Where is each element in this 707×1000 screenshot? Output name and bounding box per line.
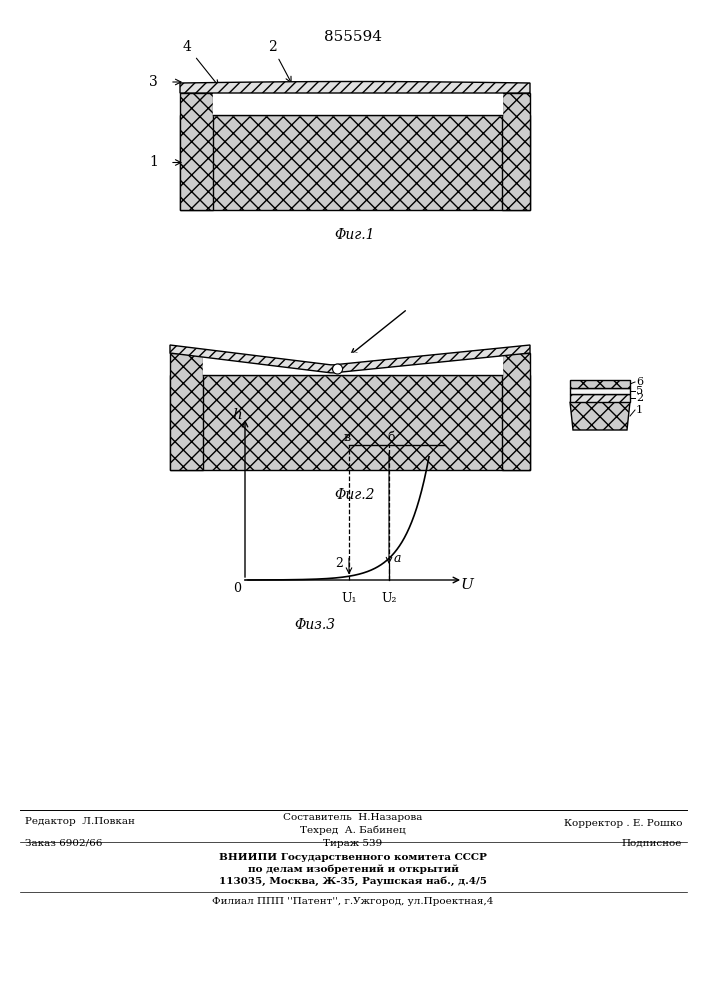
Text: Заказ 6902/66: Заказ 6902/66 bbox=[25, 838, 103, 848]
Circle shape bbox=[332, 364, 343, 374]
Text: a: a bbox=[394, 552, 402, 565]
Text: в: в bbox=[344, 431, 351, 444]
Text: 1: 1 bbox=[636, 405, 643, 415]
Text: Подписное: Подписное bbox=[621, 838, 682, 848]
Text: Φиг.1: Φиг.1 bbox=[334, 228, 375, 242]
Polygon shape bbox=[170, 375, 530, 470]
Text: 2: 2 bbox=[335, 557, 343, 570]
Text: U: U bbox=[460, 578, 474, 592]
Polygon shape bbox=[170, 345, 530, 373]
Text: 0: 0 bbox=[233, 582, 241, 594]
Text: Корректор . Е. Рошко: Корректор . Е. Рошко bbox=[563, 820, 682, 828]
Text: Филиал ППП ''Патент'', г.Ужгород, ул.Проектная,4: Филиал ППП ''Патент'', г.Ужгород, ул.Про… bbox=[212, 898, 493, 906]
Polygon shape bbox=[570, 394, 630, 402]
Text: 2: 2 bbox=[268, 40, 291, 82]
Polygon shape bbox=[570, 388, 630, 394]
Text: 1: 1 bbox=[149, 155, 158, 169]
Text: по делам изобретений и открытий: по делам изобретений и открытий bbox=[247, 864, 458, 874]
Polygon shape bbox=[502, 353, 530, 470]
Polygon shape bbox=[170, 353, 203, 470]
Text: 5: 5 bbox=[636, 386, 643, 396]
Text: Тираж 539: Тираж 539 bbox=[323, 838, 382, 848]
Text: Составитель  Н.Назарова: Составитель Н.Назарова bbox=[284, 814, 423, 822]
Text: U₁: U₁ bbox=[341, 592, 357, 605]
Text: ВНИИПИ Государственного комитета СССР: ВНИИПИ Государственного комитета СССР bbox=[219, 852, 487, 861]
Polygon shape bbox=[570, 402, 630, 430]
Text: Редактор  Л.Повкан: Редактор Л.Повкан bbox=[25, 818, 135, 826]
Polygon shape bbox=[180, 115, 530, 210]
Text: U₂: U₂ bbox=[381, 592, 397, 605]
Polygon shape bbox=[180, 82, 530, 93]
Text: Φиз.3: Φиз.3 bbox=[294, 618, 336, 632]
Polygon shape bbox=[570, 380, 630, 388]
Text: 113035, Москва, Ж-35, Раушская наб., д.4/5: 113035, Москва, Ж-35, Раушская наб., д.4… bbox=[219, 876, 487, 886]
Text: 4: 4 bbox=[183, 40, 218, 86]
Polygon shape bbox=[502, 93, 530, 210]
Text: Φиг.2: Φиг.2 bbox=[334, 488, 375, 502]
Text: б: б bbox=[387, 431, 395, 444]
Text: 3: 3 bbox=[149, 75, 158, 89]
Text: 6: 6 bbox=[636, 377, 643, 387]
Text: h: h bbox=[232, 408, 242, 422]
Text: 2: 2 bbox=[636, 393, 643, 403]
Polygon shape bbox=[180, 93, 213, 210]
Text: 855594: 855594 bbox=[324, 30, 382, 44]
Text: Техред  А. Бабинец: Техред А. Бабинец bbox=[300, 825, 406, 835]
